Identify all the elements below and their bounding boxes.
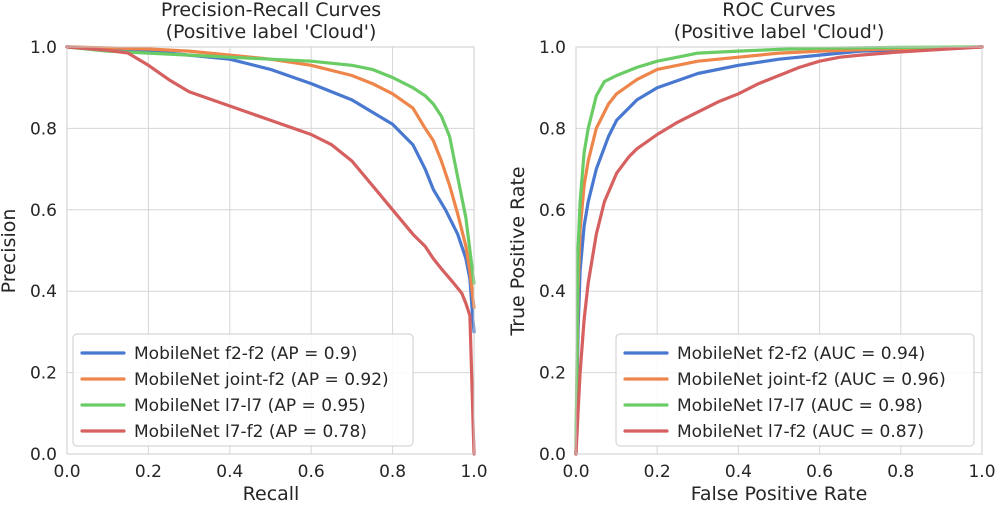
pr-series-line-3 [65, 45, 476, 285]
roc-y-tick-label: 0.4 [539, 282, 566, 302]
roc-tick-labels: 0.0 0.2 0.4 0.6 0.8 1.0 0.0 0.2 0.4 0.6 0.8 1.0 [539, 38, 996, 482]
pr-legend-box [72, 333, 414, 447]
roc-legend-label-4: MobileNet l7-f2 (AUC = 0.87) [677, 422, 924, 442]
pr-x-tick-label: 1.0 [460, 462, 487, 482]
pr-title-line-1: Precision-Recall Curves [161, 0, 381, 21]
pr-y-tick-label: 0.8 [30, 119, 57, 139]
pr-x-tick-label: 0.6 [298, 462, 325, 482]
pr-legend-label-2: MobileNet joint-f2 (AP = 0.92) [134, 370, 389, 390]
pr-y-tick-label: 0.2 [30, 364, 57, 384]
pr-y-tick-label: 0.0 [30, 445, 57, 465]
pr-x-tick-label: 0.4 [216, 462, 243, 482]
pr-series-line-1 [65, 45, 476, 334]
pr-legend-label-4: MobileNet l7-f2 (AP = 0.78) [134, 422, 367, 442]
roc-legend-items: MobileNet f2-f2 (AUC = 0.94) MobileNet jo… [623, 344, 946, 442]
roc-y-tick-label: 0.8 [539, 119, 566, 139]
roc-x-tick-label: 0.8 [887, 462, 914, 482]
roc-legend: MobileNet f2-f2 (AUC = 0.94) MobileNet jo… [615, 333, 975, 447]
pr-series-line-2 [65, 45, 476, 310]
roc-ylabel: True Positive Rate [507, 166, 529, 336]
pr-x-tick-label: 0.2 [135, 462, 162, 482]
pr-x-tick-label: 0.8 [379, 462, 406, 482]
pr-title-line-2: (Positive label 'Cloud') [166, 21, 377, 43]
roc-x-tick-label: 0.6 [806, 462, 833, 482]
roc-y-tick-label: 1.0 [539, 38, 566, 58]
roc-legend-label-1: MobileNet f2-f2 (AUC = 0.94) [677, 344, 925, 364]
roc-y-tick-label: 0.6 [539, 201, 566, 221]
precision-recall-chart: Precision-Recall Curves (Positive label … [0, 0, 488, 505]
roc-legend-label-3: MobileNet l7-l7 (AUC = 0.98) [677, 396, 923, 416]
pr-legend-label-3: MobileNet l7-l7 (AP = 0.95) [134, 396, 366, 416]
roc-chart: ROC Curves (Positive label 'Cloud') 0.0 0… [507, 0, 996, 505]
pr-y-tick-label: 0.6 [30, 201, 57, 221]
pr-series-line-4 [65, 45, 476, 456]
roc-series-line-4 [574, 45, 984, 456]
roc-legend-box [615, 333, 975, 447]
roc-title-line-1: ROC Curves [722, 0, 835, 21]
roc-series-line-3 [574, 45, 984, 456]
roc-plot-frame [575, 46, 983, 455]
roc-series-line-2 [574, 45, 984, 456]
pr-xlabel: Recall [243, 483, 300, 505]
roc-x-tick-label: 0.2 [644, 462, 671, 482]
roc-series [574, 45, 984, 456]
pr-plot-frame [66, 46, 475, 455]
roc-y-tick-label: 0.2 [539, 364, 566, 384]
roc-legend-label-2: MobileNet joint-f2 (AUC = 0.96) [677, 370, 946, 390]
roc-x-tick-label: 0.0 [562, 462, 589, 482]
roc-x-tick-label: 1.0 [968, 462, 995, 482]
pr-legend: MobileNet f2-f2 (AP = 0.9) MobileNet join… [72, 333, 414, 447]
pr-y-tick-label: 1.0 [30, 38, 57, 58]
pr-ylabel: Precision [0, 209, 20, 294]
roc-title-line-2: (Positive label 'Cloud') [674, 21, 885, 43]
pr-y-tick-label: 0.4 [30, 282, 57, 302]
pr-legend-items: MobileNet f2-f2 (AP = 0.9) MobileNet join… [80, 344, 389, 442]
roc-y-tick-label: 0.0 [539, 445, 566, 465]
pr-tick-labels: 0.0 0.2 0.4 0.6 0.8 1.0 0.0 0.2 0.4 0.6 0.8 1.0 [30, 38, 488, 482]
pr-legend-label-1: MobileNet f2-f2 (AP = 0.9) [134, 344, 357, 364]
roc-x-tick-label: 0.4 [725, 462, 752, 482]
pr-x-tick-label: 0.0 [53, 462, 80, 482]
pr-series [65, 45, 476, 456]
roc-xlabel: False Positive Rate [691, 483, 868, 505]
